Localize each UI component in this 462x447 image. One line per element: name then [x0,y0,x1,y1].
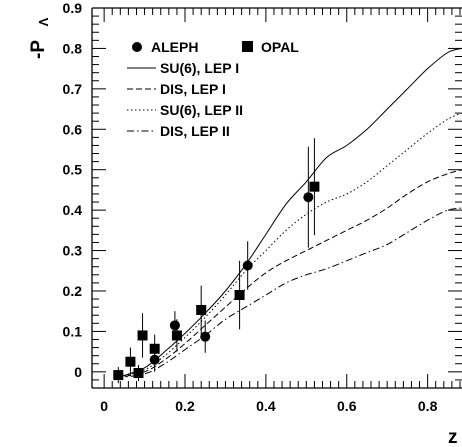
legend-label-solid: SU(6), LEP I [160,60,239,76]
aleph-point [200,331,211,342]
legend-marker-aleph [132,42,142,52]
y-tick-label: 0.5 [63,162,83,178]
y-tick-label: 0.3 [63,243,83,259]
axis-ticks: 0 0.1 0.2 0.3 0.4 0.5 0.6 0.7 0.8 0.9 0 0.2 0.4 0.6 0.… [63,0,462,414]
curve-dotted [116,112,462,379]
opal-point [171,330,182,341]
x-tick-label: 0.8 [418,398,438,414]
y-tick-label: 0.7 [63,81,83,97]
aleph-point [242,260,253,271]
opal-point [196,304,207,315]
y-axis-label: -P [28,40,49,59]
legend: ALEPH OPAL SU(6), LEP I DIS, LEP I SU(6), LE… [127,39,299,139]
opal-point [309,181,320,192]
opal-point [137,330,148,341]
y-tick-label: 0.2 [63,283,83,299]
plot-frame [91,7,462,389]
y-tick-label: 0.8 [63,40,83,56]
y-tick-label: 0.1 [63,323,83,339]
y-tick-label: 0.6 [63,121,83,137]
aleph-point [169,320,180,331]
x-tick-label: 0.2 [175,398,195,414]
x-tick-label: 0 [100,398,108,414]
legend-label-dashdot: DIS, LEP II [160,123,230,139]
legend-label-dotted: SU(6), LEP II [160,102,243,118]
y-tick-label: 0.4 [63,202,83,218]
y-axis-label-subscript: Λ [36,17,51,26]
opal-point [133,368,144,379]
aleph-point [303,192,314,203]
x-tick-label: 0.6 [337,398,357,414]
opal-point [125,356,136,367]
curve-solid [116,47,462,379]
y-tick-label: 0 [74,364,82,380]
theory-curves [116,47,462,379]
x-axis-label: z [448,427,458,447]
opal-point [234,290,245,301]
opal-point [113,370,124,381]
y-tick-label: 0.9 [63,0,83,16]
legend-marker-opal [242,41,253,52]
opal-point [149,343,160,354]
curve-dashed [116,169,462,379]
legend-label-dashed: DIS, LEP I [160,81,226,97]
legend-label-aleph: ALEPH [151,39,198,55]
legend-label-opal: OPAL [261,39,299,55]
curve-dashdot [116,207,462,379]
x-tick-label: 0.4 [256,398,276,414]
data-points [113,138,320,384]
